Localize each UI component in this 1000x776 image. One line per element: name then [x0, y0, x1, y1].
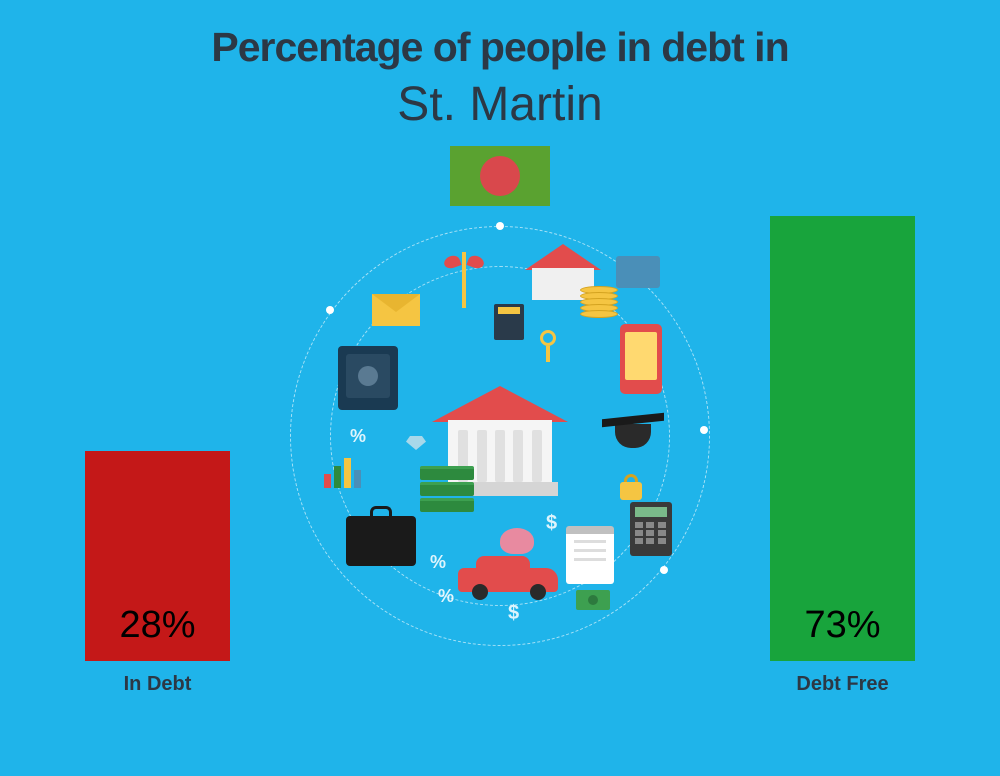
- dollar-icon: $: [546, 512, 557, 535]
- car-icon: [458, 556, 558, 600]
- bar-debt-free: 73% Debt Free: [770, 216, 915, 696]
- orbit-dot: [326, 306, 334, 314]
- caduceus-icon: [450, 252, 478, 308]
- title-location: St. Martin: [0, 77, 1000, 132]
- clipboard-icon: [566, 526, 614, 584]
- title-main: Percentage of people in debt in: [0, 0, 1000, 71]
- wallet-icon: [616, 256, 660, 288]
- percent-icon: %: [438, 586, 454, 607]
- key-icon: [540, 330, 556, 362]
- phone-icon: [620, 324, 662, 394]
- calculator-small-icon: [494, 304, 524, 340]
- bar-in-debt-value: 28%: [119, 604, 195, 647]
- bill-icon: [576, 590, 610, 610]
- money-stack-icon: [420, 466, 474, 514]
- orbit-dot: [496, 222, 504, 230]
- bar-in-debt: 28% In Debt: [85, 451, 230, 696]
- envelope-icon: [372, 294, 420, 326]
- bar-debt-free-value: 73%: [804, 604, 880, 647]
- dollar-icon: $: [508, 602, 519, 625]
- flag-bangladesh: [450, 146, 550, 206]
- piggy-bank-icon: [500, 528, 534, 554]
- orbit-dot: [700, 426, 708, 434]
- lock-icon: [620, 474, 642, 500]
- bar-in-debt-rect: 28%: [85, 451, 230, 661]
- chart-area: 28% In Debt 73% Debt Free: [0, 226, 1000, 746]
- bar-in-debt-label: In Debt: [85, 673, 230, 696]
- percent-icon: %: [350, 426, 366, 447]
- graduation-cap-icon: [602, 416, 664, 456]
- flag-circle: [480, 156, 520, 196]
- safe-icon: [338, 346, 398, 410]
- briefcase-icon: [346, 516, 416, 566]
- coins-icon: [580, 286, 624, 330]
- mini-chart-icon: [324, 452, 364, 488]
- orbit-dot: [660, 566, 668, 574]
- percent-icon: %: [430, 552, 446, 573]
- finance-illustration: %: [290, 226, 710, 646]
- bar-debt-free-label: Debt Free: [770, 673, 915, 696]
- bar-debt-free-rect: 73%: [770, 216, 915, 661]
- calculator-icon: [630, 502, 672, 556]
